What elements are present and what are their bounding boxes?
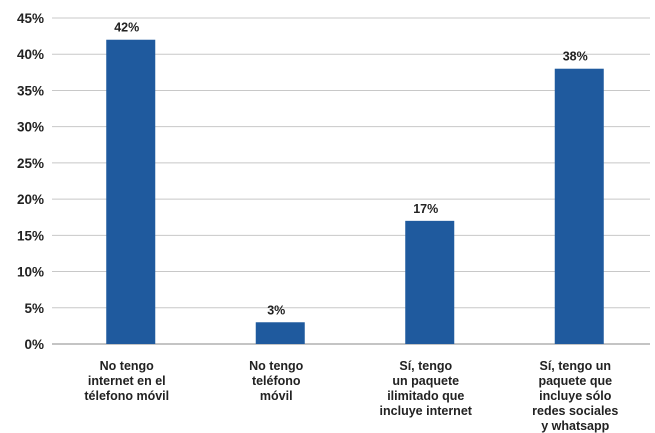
data-labels: 42% 3% 17% 38%: [114, 21, 588, 318]
y-tick-label: 30%: [17, 120, 44, 135]
bar: [106, 39, 156, 344]
y-tick-label: 35%: [17, 83, 44, 98]
bar: [405, 220, 455, 344]
y-tick-label: 10%: [17, 265, 44, 280]
data-label: 38%: [563, 50, 588, 64]
category-label: No tengo teléfono móvil: [249, 359, 304, 403]
category-labels: No tengo internet en el télefono móvil No t…: [84, 359, 618, 433]
y-tick-label: 45%: [17, 11, 44, 26]
y-tick-label: 25%: [17, 156, 44, 171]
category-label: Sí, tengo un paquete ilimitado que incluye …: [380, 359, 473, 418]
category-label: No tengo internet en el télefono móvil: [84, 359, 169, 403]
bar: [554, 68, 604, 344]
y-tick-label: 40%: [17, 47, 44, 62]
data-label: 3%: [267, 303, 285, 317]
bars: [106, 39, 604, 344]
data-label: 17%: [413, 202, 438, 216]
category-label: Sí, tengo un paquete que incluye sólo redes…: [532, 359, 618, 433]
y-axis-tick-labels: 0% 5% 10% 15% 20% 25% 30% 35% 40% 45%: [17, 11, 44, 352]
y-tick-label: 20%: [17, 192, 44, 207]
data-label: 42%: [114, 21, 139, 35]
y-tick-label: 0%: [24, 337, 44, 352]
y-tick-label: 15%: [17, 228, 44, 243]
bar: [255, 322, 305, 344]
y-tick-label: 5%: [24, 301, 44, 316]
